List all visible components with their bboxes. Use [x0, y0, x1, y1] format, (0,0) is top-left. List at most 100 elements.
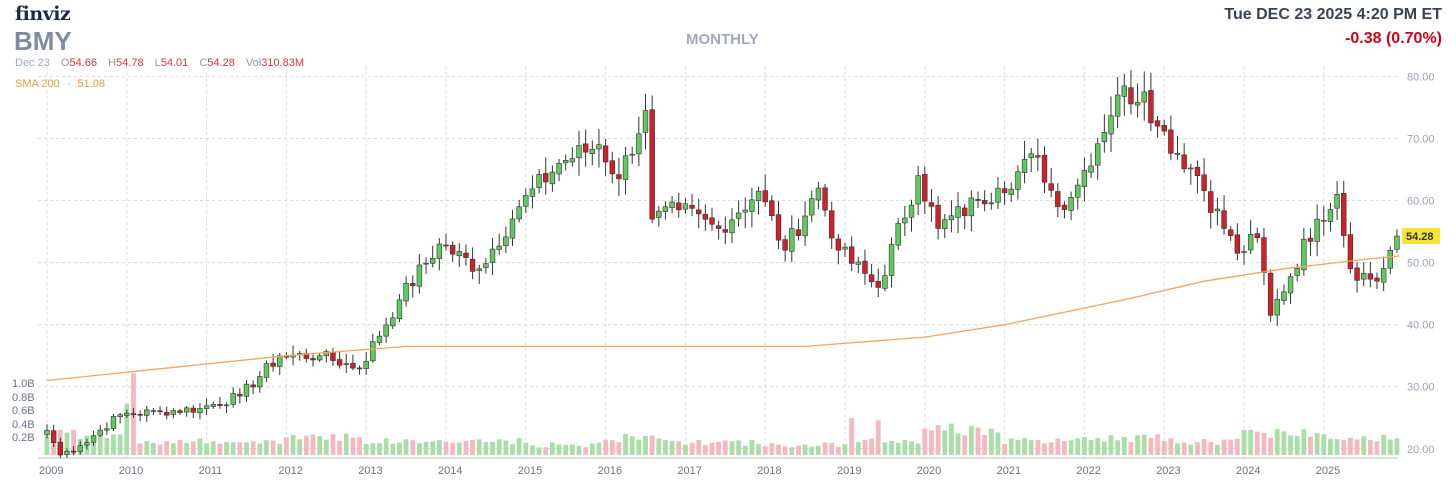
candle[interactable] [1035, 138, 1041, 172]
candle[interactable] [1208, 179, 1214, 229]
candle[interactable] [908, 199, 915, 232]
candle[interactable] [955, 192, 961, 234]
candle[interactable] [722, 216, 729, 245]
candle[interactable] [662, 201, 669, 220]
candle[interactable] [1028, 147, 1034, 173]
candle[interactable] [1075, 178, 1081, 210]
candle[interactable] [237, 387, 243, 404]
candle[interactable] [942, 214, 948, 238]
candle[interactable] [549, 165, 556, 192]
candle[interactable] [669, 196, 675, 214]
candle[interactable] [1301, 227, 1307, 276]
candle[interactable] [316, 352, 323, 363]
candle[interactable] [469, 247, 476, 279]
candle[interactable] [50, 424, 57, 447]
candle[interactable] [1008, 182, 1014, 202]
candle[interactable] [576, 130, 582, 176]
candle[interactable] [257, 370, 263, 393]
candle[interactable] [403, 276, 409, 307]
candle[interactable] [649, 95, 655, 224]
candle[interactable] [1121, 73, 1128, 116]
candle[interactable] [203, 398, 210, 415]
candle[interactable] [915, 165, 921, 216]
candle[interactable] [749, 187, 755, 228]
candle[interactable] [396, 293, 403, 323]
candle[interactable] [330, 347, 336, 366]
candle[interactable] [1021, 140, 1028, 184]
candle[interactable] [815, 181, 822, 209]
candle[interactable] [489, 238, 496, 275]
candle[interactable] [1228, 226, 1234, 241]
candle[interactable] [44, 424, 50, 439]
candle[interactable] [1041, 146, 1048, 194]
candle[interactable] [1154, 115, 1161, 138]
candle[interactable] [90, 430, 97, 446]
candle[interactable] [875, 268, 881, 298]
candle[interactable] [1287, 273, 1294, 304]
candle[interactable] [569, 147, 576, 167]
candle[interactable] [1095, 137, 1101, 180]
candle[interactable] [97, 425, 103, 437]
candle[interactable] [197, 403, 203, 420]
candle[interactable] [616, 157, 622, 196]
candle[interactable] [263, 360, 270, 382]
candle[interactable] [961, 204, 968, 230]
candle[interactable] [443, 233, 449, 251]
candle[interactable] [762, 174, 768, 207]
candle[interactable] [1001, 181, 1008, 205]
candle[interactable] [376, 331, 383, 346]
candle[interactable] [1128, 70, 1134, 115]
candle[interactable] [1148, 72, 1154, 132]
candle[interactable] [529, 175, 536, 209]
candle[interactable] [423, 257, 429, 274]
candle[interactable] [1281, 284, 1287, 305]
candle[interactable] [1347, 222, 1354, 274]
candle[interactable] [1341, 180, 1347, 248]
candle[interactable] [802, 201, 808, 246]
candle[interactable] [676, 192, 682, 218]
candle[interactable] [356, 365, 363, 375]
candle[interactable] [1174, 135, 1181, 160]
candle[interactable] [1380, 256, 1387, 292]
candle[interactable] [769, 195, 775, 221]
candle[interactable] [476, 264, 482, 284]
candle[interactable] [84, 438, 90, 450]
candle[interactable] [1055, 183, 1061, 217]
candle[interactable] [1101, 114, 1108, 153]
candle[interactable] [562, 154, 569, 171]
candle[interactable] [1374, 272, 1380, 290]
candle[interactable] [303, 348, 310, 363]
candle[interactable] [170, 408, 177, 419]
candle[interactable] [1294, 263, 1300, 282]
candle[interactable] [516, 200, 522, 223]
candle[interactable] [868, 264, 875, 288]
candle[interactable] [1334, 181, 1340, 220]
candle[interactable] [1188, 163, 1194, 185]
candle[interactable] [742, 197, 748, 229]
candle[interactable] [164, 406, 170, 420]
candle[interactable] [922, 166, 928, 215]
candle[interactable] [463, 244, 469, 266]
candle[interactable] [855, 256, 862, 274]
candle[interactable] [689, 193, 695, 217]
candle[interactable] [323, 349, 329, 363]
candle[interactable] [1314, 204, 1320, 257]
candle[interactable] [370, 333, 376, 364]
candle[interactable] [789, 215, 795, 263]
candle[interactable] [130, 408, 137, 418]
candle[interactable] [975, 191, 981, 209]
candle[interactable] [144, 405, 150, 422]
candle[interactable] [343, 353, 349, 373]
candle[interactable] [1181, 143, 1187, 174]
candle[interactable] [124, 409, 130, 418]
candle[interactable] [622, 146, 629, 195]
candle[interactable] [1247, 219, 1254, 255]
candle[interactable] [848, 236, 855, 272]
candle[interactable] [968, 190, 975, 232]
candle[interactable] [695, 198, 702, 229]
candle[interactable] [190, 405, 196, 419]
candle[interactable] [828, 201, 835, 250]
candle[interactable] [1387, 246, 1394, 275]
candle[interactable] [1201, 158, 1207, 202]
candle[interactable] [150, 408, 157, 415]
